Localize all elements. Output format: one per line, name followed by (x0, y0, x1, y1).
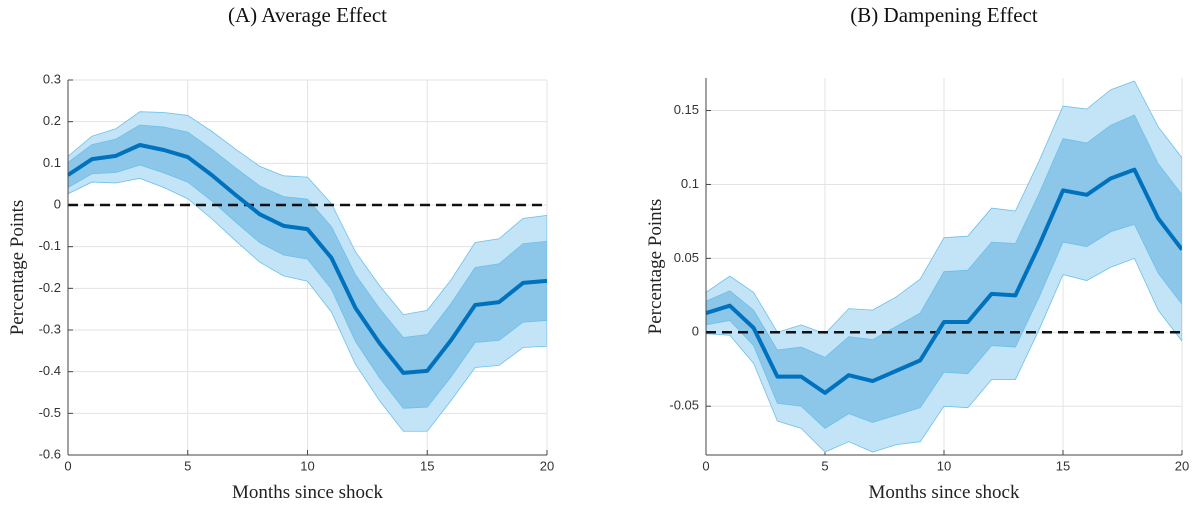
panel: (B) Dampening Effect Months since shock Pe… (645, 3, 1189, 503)
x-tick-label: 20 (1175, 458, 1189, 473)
line (68, 143, 547, 375)
y-axis-label: Percentage Points (7, 200, 28, 336)
y-tick-label: -0.3 (39, 321, 61, 336)
y-tick-label: 0.2 (43, 113, 61, 128)
y-axis-label: Percentage Points (645, 199, 666, 335)
x-tick-label: 5 (184, 458, 191, 473)
x-axis-label: Months since shock (869, 482, 1020, 503)
y-tick-label: 0.15 (674, 102, 699, 117)
x-tick-label: 15 (420, 458, 434, 473)
y-tick-label: 0.3 (43, 71, 61, 86)
y-tick-label: 0.1 (43, 155, 61, 170)
y-tick-label: 0 (54, 196, 61, 211)
x-tick-label: 15 (1056, 458, 1070, 473)
y-tick-label: 0 (692, 324, 699, 339)
panel: (A) Average Effect Months since shock Perc… (7, 3, 554, 503)
plot-area (68, 111, 547, 432)
x-tick-label: 0 (702, 458, 709, 473)
y-tick-label: -0.4 (39, 363, 61, 378)
line (706, 167, 1182, 395)
x-tick-label: 0 (64, 458, 71, 473)
x-tick-label: 10 (300, 458, 314, 473)
y-tick-label: 0.1 (681, 176, 699, 191)
x-axis-label: Months since shock (232, 482, 383, 503)
x-tick-label: 10 (937, 458, 951, 473)
confidence-band (68, 124, 547, 409)
y-tick-label: 0.05 (674, 250, 699, 265)
y-tick-label: -0.1 (39, 238, 61, 253)
y-tick-label: -0.6 (39, 446, 61, 461)
panel-title: (A) Average Effect (228, 3, 387, 27)
y-tick-label: -0.5 (39, 405, 61, 420)
x-tick-label: 5 (821, 458, 828, 473)
y-tick-label: -0.2 (39, 280, 61, 295)
y-tick-label: -0.05 (669, 398, 699, 413)
panel-title: (B) Dampening Effect (850, 3, 1038, 27)
x-tick-label: 20 (540, 458, 554, 473)
plot-area (706, 80, 1182, 453)
